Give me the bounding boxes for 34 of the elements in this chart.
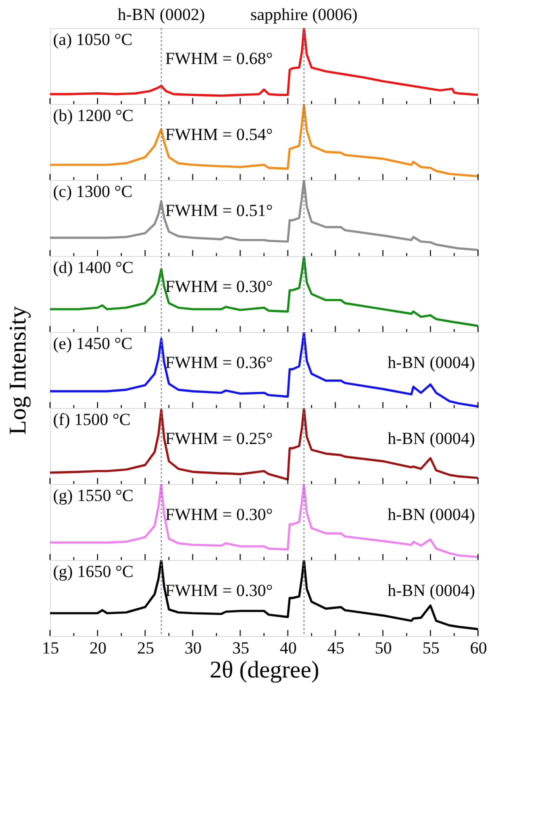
annotation: FWHM = 0.30° (165, 580, 273, 600)
annotation: (a) 1050 °C (53, 30, 133, 49)
ref-line-label: h-BN (0002) (118, 5, 205, 24)
annotation: FWHM = 0.51° (165, 200, 273, 220)
annotation: FWHM = 0.68° (165, 48, 273, 68)
annotation: (d) 1400 °C (53, 258, 134, 277)
annotation: FWHM = 0.36° (165, 352, 273, 372)
annotation: FWHM = 0.30° (165, 276, 273, 296)
x-tick-label: 30 (184, 638, 202, 658)
annotation: h-BN (0004) (388, 428, 475, 448)
y-axis-title: Log Intensity (6, 306, 32, 435)
annotation: h-BN (0004) (388, 504, 475, 524)
annotation: FWHM = 0.25° (165, 428, 273, 448)
x-tick-label: 40 (280, 638, 297, 658)
x-tick-label: 20 (90, 638, 107, 658)
annotation: (e) 1450 °C (53, 334, 133, 353)
ref-line-label: sapphire (0006) (250, 5, 358, 24)
x-tick-label: 15 (42, 638, 59, 658)
x-tick-label: 50 (374, 638, 392, 658)
annotation: (f) 1500 °C (53, 410, 131, 429)
annotation: (b) 1200 °C (53, 106, 134, 125)
x-tick-label: 60 (470, 638, 487, 658)
annotation: FWHM = 0.30° (165, 504, 273, 524)
x-axis-title: 2θ (degree) (210, 658, 320, 684)
annotation: h-BN (0004) (388, 352, 475, 372)
annotation: (g) 1550 °C (53, 486, 134, 505)
x-tick-label: 55 (422, 638, 440, 658)
x-tick-label: 45 (327, 638, 344, 658)
annotation: h-BN (0004) (388, 580, 475, 600)
annotation: FWHM = 0.54° (165, 124, 273, 144)
annotation: (c) 1300 °C (53, 182, 133, 201)
annotation: (g) 1650 °C (53, 562, 134, 581)
x-tick-label: 35 (232, 638, 250, 658)
x-tick-label: 25 (137, 638, 154, 658)
